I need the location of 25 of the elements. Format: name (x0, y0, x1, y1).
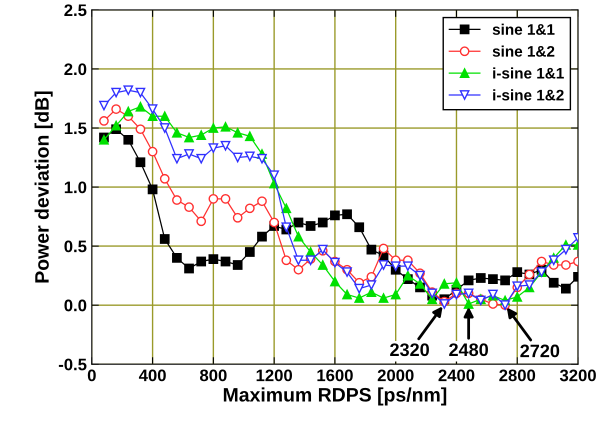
annotation: 2480 (449, 343, 488, 356)
legend-label: sine 1&1 (492, 24, 555, 35)
y-tick-label: 0.5 (64, 240, 86, 252)
y-tick-label: 0.0 (64, 300, 86, 312)
x-tick-label: 2400 (438, 369, 474, 382)
x-tick-label: 800 (200, 369, 227, 382)
x-tick-label: 1200 (256, 369, 292, 382)
legend-label: sine 1&2 (492, 46, 554, 57)
legend-label: i-sine 1&2 (493, 89, 564, 101)
y-tick-label: 2.5 (64, 4, 86, 16)
x-tick-label: 400 (138, 369, 166, 382)
x-tick-label: 2800 (499, 369, 536, 382)
y-tick-label: 1.5 (64, 122, 86, 134)
annotation: 2320 (390, 343, 429, 356)
x-tick-label: 2000 (378, 369, 414, 382)
y-tick-label: -0.5 (58, 358, 86, 370)
x-tick-label: 3200 (560, 369, 596, 382)
y-tick-label: 1.0 (64, 181, 86, 194)
y-tick-label: 2.0 (64, 63, 86, 76)
legend-label: i-sine 1&1 (493, 67, 564, 79)
x-tick-label: 0 (88, 369, 96, 382)
x-axis-title: Maximum RDPS [ps/nm] (224, 387, 446, 406)
x-tick-label: 1600 (317, 369, 353, 382)
annotation: 2720 (520, 344, 560, 358)
y-axis-title: Power deviation [dB] (34, 91, 53, 282)
